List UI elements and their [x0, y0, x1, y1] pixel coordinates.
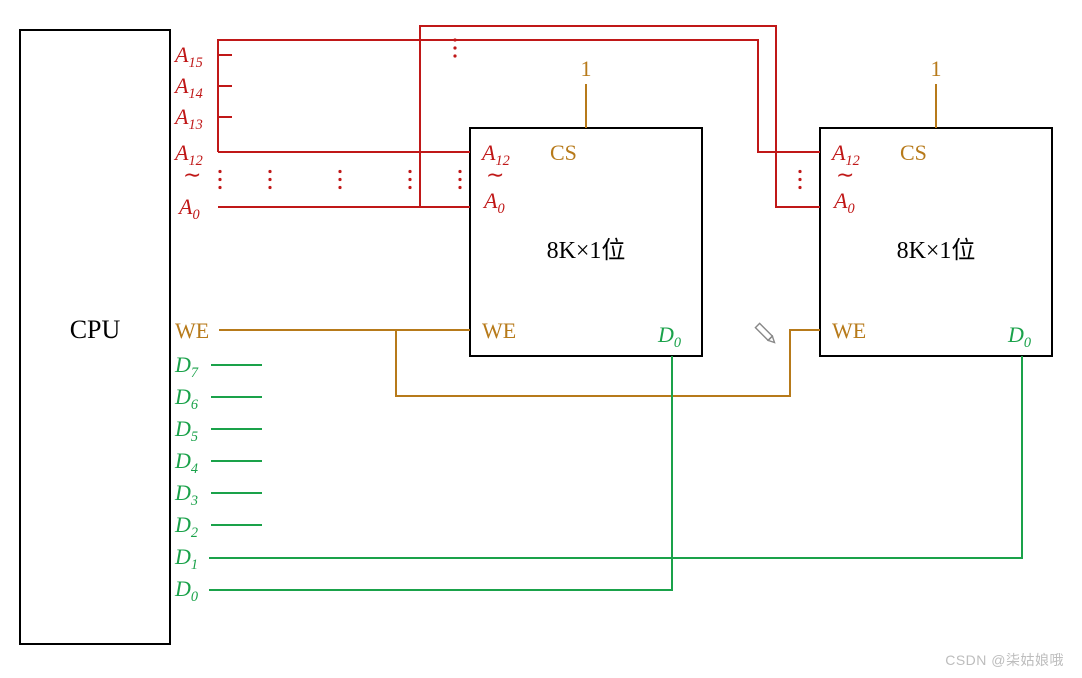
chip-0-d0-label: D0	[657, 322, 681, 351]
chip-0-title: 8K×1位	[547, 237, 626, 264]
cpu-we-label: WE	[175, 318, 209, 343]
chip-0-cs-1: 1	[581, 56, 592, 81]
svg-text:∼: ∼	[183, 162, 201, 187]
chip-0-cs-label: CS	[550, 140, 577, 165]
wire-d0	[209, 356, 672, 590]
cpu-data-d3: D3	[174, 480, 198, 509]
cpu-addr-a15: A15	[173, 42, 203, 71]
cpu-data-d2: D2	[174, 512, 198, 541]
cpu-data-d1: D1	[174, 544, 198, 573]
pencil-icon	[755, 323, 776, 344]
cpu-addr-a0: A0	[177, 194, 200, 223]
chip-1-title: 8K×1位	[897, 237, 976, 264]
cpu-data-d4: D4	[174, 448, 198, 477]
chip-0-a0: A0	[482, 188, 505, 217]
cpu-label: CPU	[70, 315, 121, 344]
wire-we-chip1	[396, 330, 820, 396]
memory-diagram: CPUA15A14A13A12∼A0WED7D6D5D4D3D2D1D0A12∼…	[0, 0, 1082, 678]
cpu-addr-a13: A13	[173, 104, 203, 133]
wire-d1	[209, 356, 1022, 558]
cpu-data-d7: D7	[174, 352, 199, 381]
chip-1-a0: A0	[832, 188, 855, 217]
cpu-data-d6: D6	[174, 384, 199, 413]
svg-text:∼: ∼	[486, 162, 504, 187]
chip-1-we-label: WE	[832, 318, 866, 343]
chip-1-cs-1: 1	[931, 56, 942, 81]
chip-1-d0-label: D0	[1007, 322, 1031, 351]
cpu-data-d0: D0	[174, 576, 198, 605]
svg-text:∼: ∼	[836, 162, 854, 187]
chip-0-we-label: WE	[482, 318, 516, 343]
chip-1-cs-label: CS	[900, 140, 927, 165]
cpu-addr-a14: A14	[173, 73, 203, 102]
cpu-data-d5: D5	[174, 416, 198, 445]
watermark: CSDN @柒姑娘哦	[945, 650, 1064, 670]
